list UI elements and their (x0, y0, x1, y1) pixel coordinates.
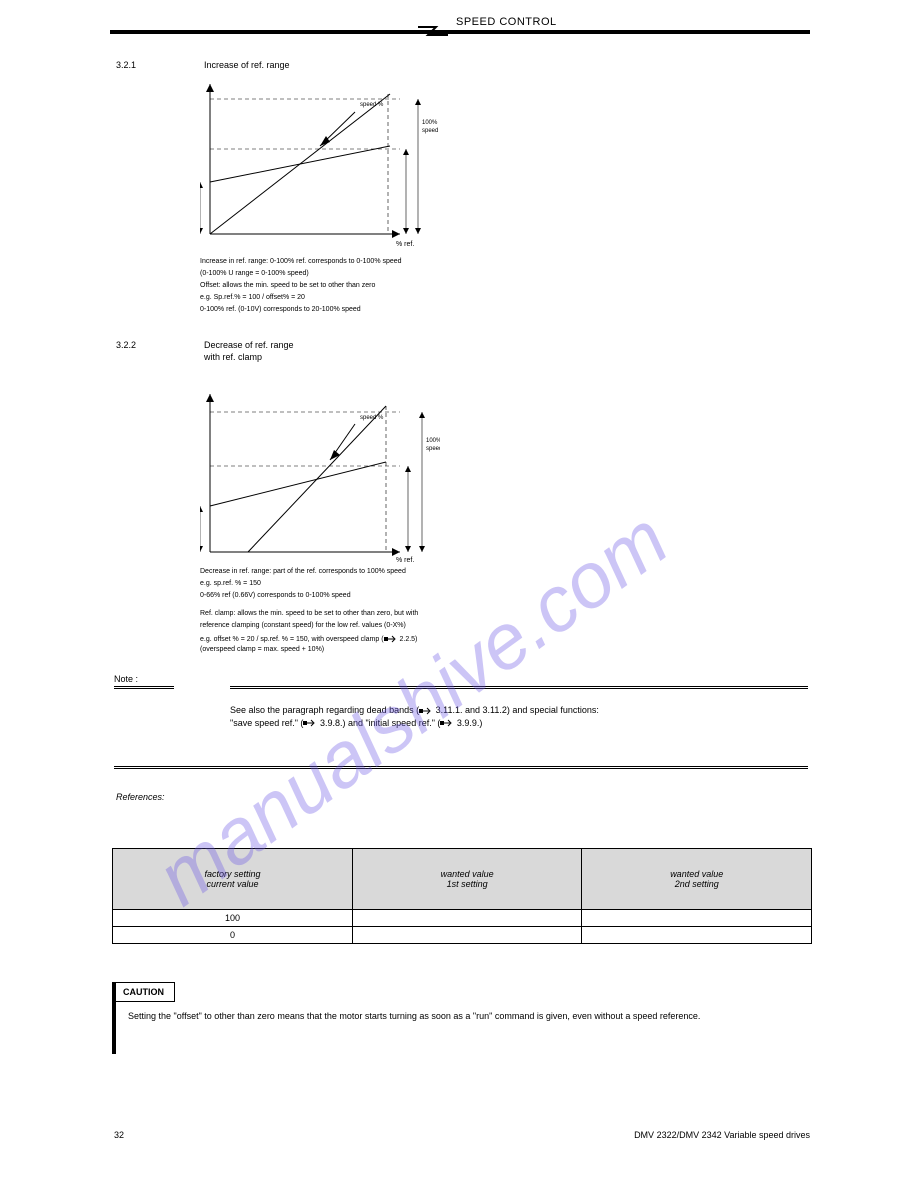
col-factory-label: factory settingcurrent value (204, 869, 260, 889)
svg-text:100%: 100% (422, 120, 438, 126)
chart1-note-1: Increase in ref. range: 0-100% ref. corr… (200, 258, 402, 265)
section1-title: Increase of ref. range (204, 60, 290, 70)
footer-text: DMV 2322/DMV 2342 Variable speed drives (634, 1130, 810, 1140)
references-table: factory settingcurrent value wanted valu… (112, 848, 812, 944)
caution-label: CAUTION (123, 987, 164, 997)
chart2-note-7: (overspeed clamp = max. speed + 10%) (200, 646, 324, 653)
chart2: % speed % ref. offset % 100% speed speed… (200, 394, 440, 564)
pointer-icon (384, 634, 398, 644)
note-label-text: Note : (114, 674, 138, 684)
chart1-note-2: (0-100% U range = 0-100% speed) (200, 270, 309, 277)
table-header-row: factory settingcurrent value wanted valu… (113, 849, 812, 910)
references-title: References: (116, 792, 165, 802)
chart2-note-2: e.g. sp.ref. % = 150 (200, 580, 261, 587)
chart1: % speed % ref. offset % 100% speed speed… (200, 84, 440, 254)
table-row: 0 (113, 927, 812, 944)
chart2-note-3: 0-66% ref (0.66V) corresponds to 0-100% … (200, 592, 351, 599)
pointer-icon (303, 718, 317, 728)
svg-text:speed: speed (422, 128, 438, 134)
note-text: See also the paragraph regarding dead ba… (230, 704, 810, 729)
caution-text: Setting the "offset" to other than zero … (128, 1010, 808, 1023)
cell (352, 910, 582, 927)
section2-number: 3.2.2 (116, 340, 136, 350)
col-1st-label: wanted value1st setting (441, 869, 494, 889)
chart2-note-5: reference clamping (constant speed) for … (200, 622, 406, 629)
section1-number: 3.2.1 (116, 60, 136, 70)
pointer-icon (440, 718, 454, 728)
svg-text:% ref.: % ref. (396, 557, 414, 564)
cell (582, 910, 812, 927)
chart2-note-1: Decrease in ref. range: part of the ref.… (200, 568, 406, 575)
cell (582, 927, 812, 944)
double-rule-left (114, 686, 174, 689)
double-rule-bottom (114, 766, 808, 769)
svg-text:speed %: speed % (360, 102, 384, 108)
caution-label-box: CAUTION (112, 982, 175, 1002)
section2-title: Decrease of ref. range (204, 340, 294, 350)
pointer-icon (419, 706, 433, 716)
col-2nd-label: wanted value2nd setting (670, 869, 723, 889)
chart2-note-6: e.g. offset % = 20 / sp.ref. % = 150, wi… (200, 634, 417, 644)
header-rule (110, 30, 810, 34)
svg-text:% ref.: % ref. (396, 241, 414, 248)
cell: 0 (113, 927, 353, 944)
svg-text:100%: 100% (426, 438, 440, 444)
svg-text:speed: speed (426, 446, 440, 452)
chart1-note-4: e.g. Sp.ref.% = 100 / offset% = 20 (200, 294, 305, 301)
page-title: SPEED CONTROL (456, 16, 557, 28)
header-notch-icon (418, 23, 448, 37)
chart2-note-4: Ref. clamp: allows the min. speed to be … (200, 610, 418, 617)
table-row: 100 (113, 910, 812, 927)
chart1-note-5: 0-100% ref. (0-10V) corresponds to 20-10… (200, 306, 361, 313)
note-label: Note : (114, 674, 814, 684)
svg-text:speed %: speed % (360, 415, 384, 421)
chart1-note-3: Offset: allows the min. speed to be set … (200, 282, 375, 289)
double-rule-right (230, 686, 808, 689)
cell (352, 927, 582, 944)
cell: 100 (113, 910, 353, 927)
caution-bar (112, 982, 116, 1054)
col-factory: factory settingcurrent value (113, 849, 353, 910)
section2-subtitle: with ref. clamp (204, 352, 262, 362)
col-2nd: wanted value2nd setting (582, 849, 812, 910)
col-1st: wanted value1st setting (352, 849, 582, 910)
page-number: 32 (114, 1130, 124, 1140)
